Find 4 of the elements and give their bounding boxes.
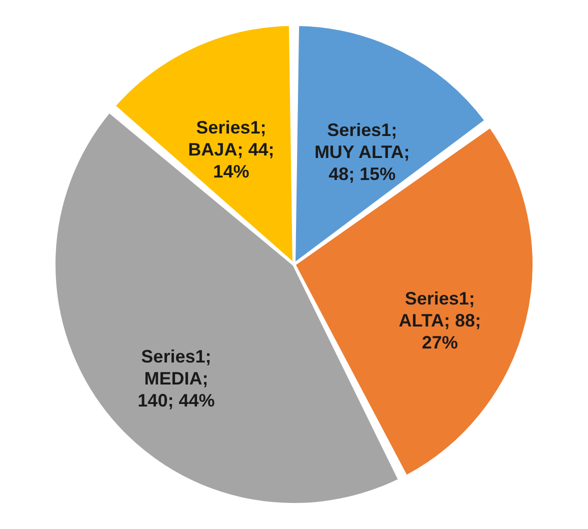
data-label: Series1; MUY ALTA; 48; 15% [314, 120, 410, 184]
data-label: Series1; MEDIA; 140; 44% [138, 346, 215, 410]
data-label: Series1; BAJA; 44; 14% [188, 117, 274, 182]
data-label: Series1; ALTA; 88; 27% [398, 288, 482, 353]
